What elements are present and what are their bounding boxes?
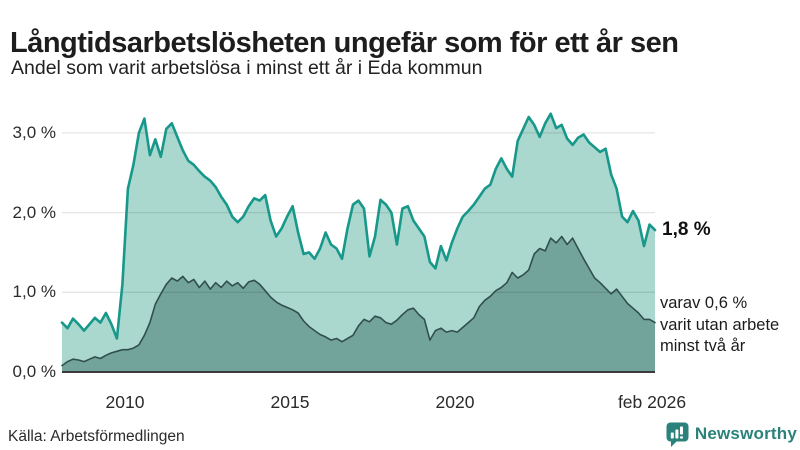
x-axis-tick-2010: 2010 <box>105 392 145 412</box>
x-axis-tick-2020: 2020 <box>435 392 475 412</box>
source-attribution: Källa: Arbetsförmedlingen <box>8 428 185 445</box>
page-title: Långtidsarbetslösheten ungefär som för e… <box>10 27 679 60</box>
brand-link[interactable]: Newsworthy <box>666 421 797 447</box>
side-note-line-2: varit utan arbete <box>660 315 780 334</box>
newsworthy-logo-icon <box>666 422 689 447</box>
chart-subtitle: Andel som varit arbetslösa i minst ett å… <box>11 57 483 79</box>
x-axis-tick-2015: 2015 <box>270 392 310 412</box>
series-end-value-label: 1,8 % <box>662 219 711 240</box>
side-note-line-1: varav 0,6 % <box>660 294 748 312</box>
y-axis-tick-2: 2,0 % <box>12 203 56 222</box>
series-side-note: varav 0,6 % varit utan arbete minst två … <box>660 293 779 358</box>
brand-name: Newsworthy <box>694 424 797 443</box>
y-axis-tick-1: 1,0 % <box>12 282 56 301</box>
x-axis-tick-feb-2026: feb 2026 <box>617 392 687 412</box>
y-axis-tick-3: 3,0 % <box>12 123 56 142</box>
y-axis-tick-0: 0,0 % <box>12 362 56 381</box>
side-note-line-3: minst två år <box>660 337 746 355</box>
